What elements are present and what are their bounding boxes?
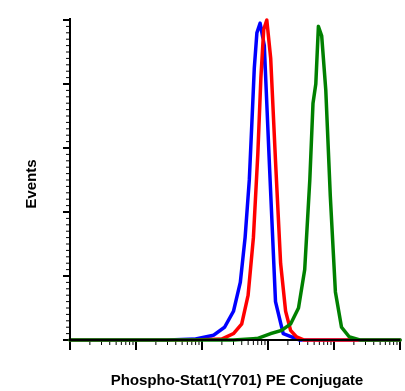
y-axis-label: Events [23,159,40,208]
series-group [68,18,402,342]
histogram-series-line-1 [68,21,402,342]
axis-ticks [63,19,401,350]
x-axis-label: Phospho-Stat1(Y701) PE Conjugate [111,372,364,389]
histogram-series-line-3 [68,24,402,342]
histogram-series-line-2 [68,18,402,342]
